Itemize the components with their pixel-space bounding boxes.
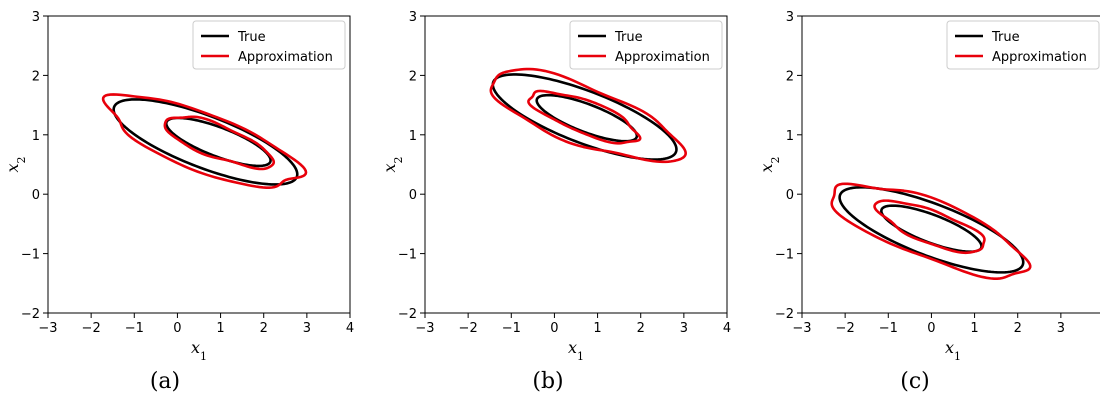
x-axis-label: x1 xyxy=(568,338,584,363)
y-tick-label: −1 xyxy=(398,248,417,263)
chart-panel-a: −3 −2 −1 0 1 2 3 4−2−10123x1x2TrueApproximation… xyxy=(3,10,354,394)
x-tick-label: 0 xyxy=(550,321,558,336)
y-axis-label: x2 xyxy=(380,156,405,172)
plot-area xyxy=(830,182,1032,280)
x-tick-label: 4 xyxy=(723,321,731,336)
plot-frame xyxy=(47,15,351,314)
x-tick-label: −3 xyxy=(38,321,57,336)
y-tick-label: 1 xyxy=(409,129,417,144)
y-tick-label: −1 xyxy=(21,248,40,263)
legend-frame xyxy=(569,20,723,70)
approx-contour-2 xyxy=(873,199,986,255)
x-tick-label: −2 xyxy=(836,321,855,336)
y-axis-label: x2 xyxy=(3,156,28,172)
x-tick-label: 1 xyxy=(216,321,224,336)
y-tick-label: −2 xyxy=(21,307,40,322)
plot-area xyxy=(489,67,687,164)
y-tick-label: −2 xyxy=(775,307,794,322)
legend-label: Approximation xyxy=(238,50,333,65)
legend-label: Approximation xyxy=(615,50,710,65)
x-tick-label: −1 xyxy=(879,321,898,336)
y-tick-label: 0 xyxy=(786,188,794,203)
legend: True Approximation xyxy=(946,20,1100,70)
x-tick-label: −3 xyxy=(415,321,434,336)
approx-contour-1 xyxy=(101,93,308,189)
true-contour-1 xyxy=(838,186,1025,274)
panel-caption: (a) xyxy=(150,369,180,394)
chart-panel-c: −3 −2 −1 0 1 2 3−2−10123x1x2TrueApproximation(… xyxy=(757,10,1100,394)
approx-contour-2 xyxy=(163,115,276,171)
x-tick-label: 3 xyxy=(1057,321,1065,336)
x-tick-label: −1 xyxy=(125,321,144,336)
legend-frame xyxy=(946,20,1100,70)
y-tick-label: −1 xyxy=(775,248,794,263)
plot-area xyxy=(101,93,308,189)
legend: True Approximation xyxy=(569,20,723,70)
y-tick-label: 3 xyxy=(786,10,794,25)
x-tick-label: 0 xyxy=(927,321,935,336)
y-tick-label: 1 xyxy=(786,129,794,144)
y-tick-label: 2 xyxy=(409,69,417,84)
legend-label: True xyxy=(614,30,643,45)
plot-frame xyxy=(801,15,1100,314)
legend-label: True xyxy=(237,30,266,45)
chart-panel-b: −3 −2 −1 0 1 2 3 4−2−10123x1x2TrueApproximation… xyxy=(380,10,731,394)
legend-label: True xyxy=(991,30,1020,45)
legend: True Approximation xyxy=(192,20,346,70)
true-contour-1 xyxy=(112,98,299,186)
plot-frame xyxy=(424,15,728,314)
y-tick-label: 1 xyxy=(32,129,40,144)
x-tick-label: 1 xyxy=(970,321,978,336)
x-tick-label: −1 xyxy=(502,321,521,336)
x-axis-label: x1 xyxy=(945,338,961,363)
y-tick-label: −2 xyxy=(398,307,417,322)
y-axis-label: x2 xyxy=(757,156,782,172)
x-tick-label: −2 xyxy=(82,321,101,336)
x-tick-label: −2 xyxy=(459,321,478,336)
y-tick-label: 0 xyxy=(32,188,40,203)
x-tick-label: −3 xyxy=(792,321,811,336)
y-tick-label: 3 xyxy=(409,10,417,25)
x-tick-label: 3 xyxy=(303,321,311,336)
legend-label: Approximation xyxy=(992,50,1087,65)
panel-caption: (c) xyxy=(900,369,930,394)
x-tick-label: 1 xyxy=(593,321,601,336)
approx-contour-1 xyxy=(489,67,687,164)
x-tick-label: 2 xyxy=(1014,321,1022,336)
true-contour-2 xyxy=(535,93,639,143)
x-tick-label: 4 xyxy=(346,321,354,336)
x-tick-label: 0 xyxy=(173,321,181,336)
y-tick-label: 0 xyxy=(409,188,417,203)
approx-contour-1 xyxy=(830,182,1032,280)
true-contour-2 xyxy=(880,204,983,253)
x-axis-label: x1 xyxy=(191,338,207,363)
approx-contour-2 xyxy=(527,89,642,145)
x-tick-label: 2 xyxy=(260,321,268,336)
y-tick-label: 2 xyxy=(32,69,40,84)
x-tick-label: 2 xyxy=(637,321,645,336)
x-tick-label: 3 xyxy=(680,321,688,336)
legend-frame xyxy=(192,20,346,70)
panel-caption: (b) xyxy=(532,369,563,394)
y-tick-label: 2 xyxy=(786,69,794,84)
y-tick-label: 3 xyxy=(32,10,40,25)
